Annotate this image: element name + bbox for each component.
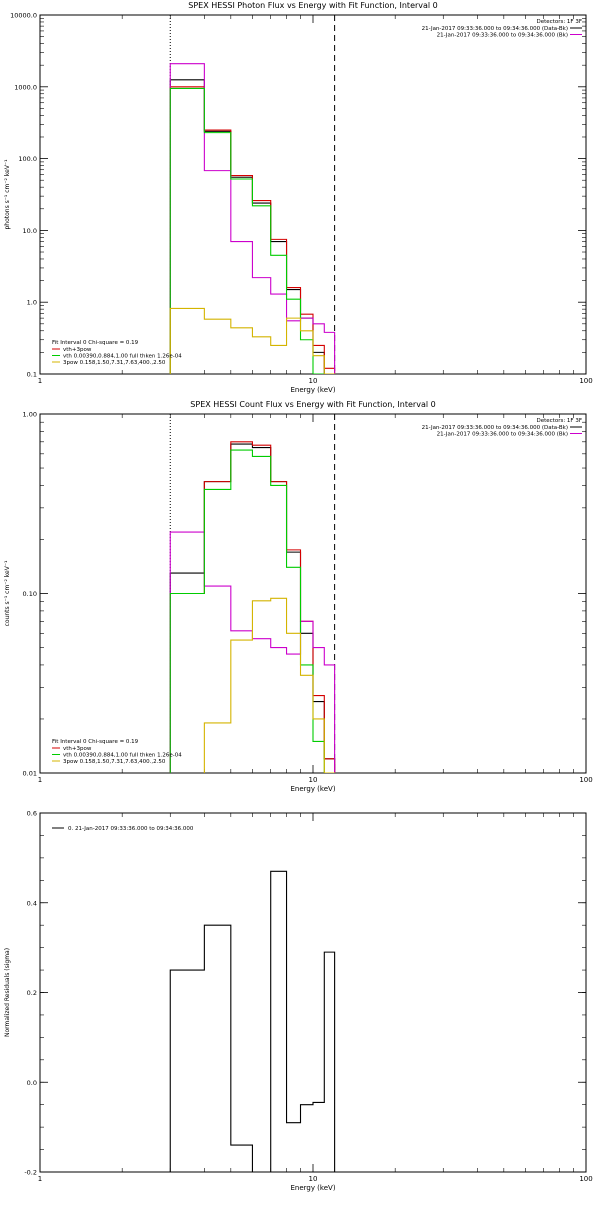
y-tick-label: 0.1 <box>27 371 37 379</box>
plot-frame <box>39 812 587 1173</box>
x-tick-label: 1 <box>38 776 42 784</box>
x-axis-label: Energy (keV) <box>290 386 335 394</box>
x-tick-label: 100 <box>579 776 592 784</box>
legend-entry-text: 0. 21-Jan-2017 09:33:36.000 to 09:34:36.… <box>68 826 194 832</box>
chart-panel-0: SPEX HESSI Photon Flux vs Energy with Fi… <box>4 1 593 394</box>
legend-entry-text: 21-Jan-2017 09:33:36.000 to 09:34:36.000… <box>422 425 568 431</box>
series-group <box>169 441 336 773</box>
series-group <box>169 63 336 374</box>
y-tick-label: 1.0 <box>27 299 37 307</box>
series-line-yellow <box>169 307 336 374</box>
y-tick-label: 1.00 <box>23 411 37 419</box>
y-tick-label: 0.10 <box>23 590 37 598</box>
series-line-red <box>169 86 336 374</box>
x-tick-label: 10 <box>309 377 318 385</box>
legend-entry-text: 21-Jan-2017 09:33:36.000 to 09:34:36.000… <box>437 432 568 438</box>
legend-entry-text: vth+3pow <box>63 347 92 353</box>
series-line-magenta <box>169 531 336 773</box>
y-tick-label: 1000.0 <box>14 83 37 91</box>
y-tick-label: 0.6 <box>27 810 37 818</box>
y-axis-label: Normalized Residuals (sigma) <box>4 948 11 1037</box>
legend-entry-text: vth 0.00390,0.884,1.00 full thken 1.26e-… <box>63 354 182 360</box>
x-tick-label: 10 <box>309 1175 318 1183</box>
series-line-green <box>169 87 336 374</box>
legend-entry-text: 3pow 0.158,1.50,7.31,7.63,400.,2.50 <box>63 759 166 765</box>
legend-entry-text: 21-Jan-2017 09:33:36.000 to 09:34:36.000… <box>422 26 568 32</box>
legend-detectors: Detectors: 1F 3F <box>536 19 582 25</box>
series-line-magenta <box>169 63 336 374</box>
x-axis-label: Energy (keV) <box>290 785 335 793</box>
y-tick-label: 0.0 <box>27 1079 37 1087</box>
x-tick-label: 1 <box>38 1175 42 1183</box>
legend-fit-header: Fit Interval 0 Chi-square = 0.19 <box>52 739 139 745</box>
legend-entry-text: vth+3pow <box>63 746 92 752</box>
chart-title: SPEX HESSI Photon Flux vs Energy with Fi… <box>188 1 438 10</box>
legend-entry-text: vth 0.00390,0.884,1.00 full thken 1.26e-… <box>63 753 182 759</box>
x-tick-label: 1 <box>38 377 42 385</box>
series-group <box>169 870 336 1172</box>
legend-detectors: Detectors: 1F 3F <box>536 418 582 424</box>
chart-panel-1: SPEX HESSI Count Flux vs Energy with Fit… <box>4 400 593 793</box>
legend-entry-text: 3pow 0.158,1.50,7.31,7.63,400.,2.50 <box>63 360 166 366</box>
y-tick-label: 10.0 <box>23 227 37 235</box>
legend-fit-header: Fit Interval 0 Chi-square = 0.19 <box>52 340 139 346</box>
series-line-red <box>169 441 336 773</box>
series-line-black <box>169 79 336 374</box>
series-line-green <box>169 449 336 773</box>
y-tick-label: 100.0 <box>18 155 37 163</box>
y-tick-label: 0.01 <box>23 770 37 778</box>
y-tick-label: -0.2 <box>24 1169 37 1177</box>
x-tick-label: 100 <box>579 377 592 385</box>
y-tick-label: 0.2 <box>27 989 37 997</box>
y-tick-label: 10000.0 <box>10 12 37 20</box>
x-tick-label: 10 <box>309 776 318 784</box>
series-line-yellow <box>203 597 336 773</box>
chart-title: SPEX HESSI Count Flux vs Energy with Fit… <box>190 400 435 409</box>
y-tick-label: 0.4 <box>27 899 37 907</box>
y-axis-label: photons s⁻¹ cm⁻² keV⁻¹ <box>4 159 11 230</box>
series-line-black <box>169 870 336 1172</box>
chart-panel-2: Energy (keV) Normalized Residuals (sigma)… <box>4 810 593 1193</box>
x-tick-label: 100 <box>579 1175 592 1183</box>
legend-entry-text: 21-Jan-2017 09:33:36.000 to 09:34:36.000… <box>437 33 568 39</box>
y-axis-label: counts s⁻¹ cm⁻² keV⁻¹ <box>4 560 11 626</box>
x-axis-label: Energy (keV) <box>290 1184 335 1192</box>
